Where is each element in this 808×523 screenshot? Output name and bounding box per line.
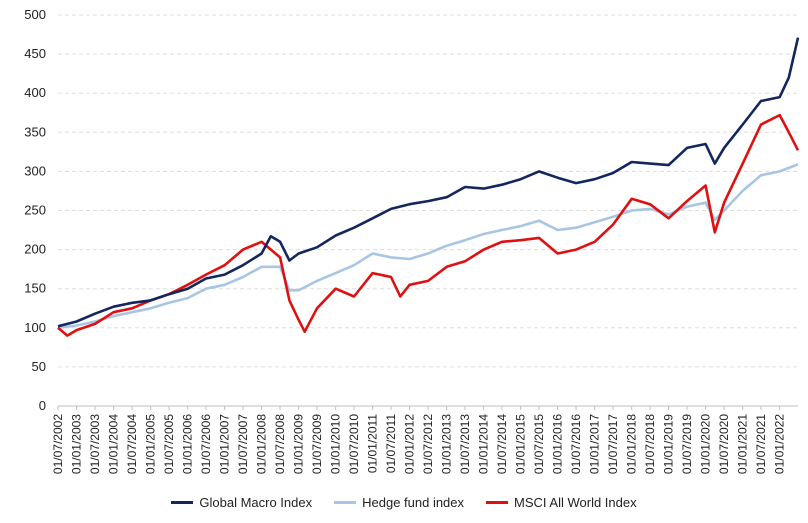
x-tick-label: 01/07/2009 <box>310 414 324 474</box>
x-tick-label: 01/01/2004 <box>107 414 121 474</box>
y-tick-label: 50 <box>32 359 46 374</box>
x-tick-label: 01/01/2005 <box>144 414 158 474</box>
y-tick-label: 0 <box>39 398 46 413</box>
series-lines <box>57 37 800 337</box>
x-tick-label: 01/01/2014 <box>477 414 491 474</box>
series-line-msci <box>57 113 800 337</box>
y-tick-label: 200 <box>24 242 46 257</box>
x-tick-label: 01/07/2004 <box>125 414 139 474</box>
grid-lines <box>58 14 798 368</box>
x-tick-label: 01/07/2021 <box>754 414 768 474</box>
x-tick-label: 01/01/2007 <box>218 414 232 474</box>
x-tick-label: 01/07/2017 <box>606 414 620 474</box>
x-tick-label: 01/07/2019 <box>680 414 694 474</box>
x-tick-label: 01/07/2002 <box>51 414 65 474</box>
x-tick-label: 01/07/2003 <box>88 414 102 474</box>
y-tick-label: 450 <box>24 46 46 61</box>
x-tick-label: 01/01/2021 <box>736 414 750 474</box>
x-tick-label: 01/07/2012 <box>421 414 435 474</box>
legend-label-msci: MSCI All World Index <box>514 495 637 510</box>
legend-label-global-macro: Global Macro Index <box>199 495 313 510</box>
x-tick-label: 01/01/2018 <box>625 414 639 474</box>
x-tick-label: 01/07/2018 <box>643 414 657 474</box>
y-tick-label: 100 <box>24 320 46 335</box>
x-tick-label: 01/01/2006 <box>181 414 195 474</box>
y-tick-label: 500 <box>24 7 46 22</box>
x-tick-label: 01/01/2016 <box>551 414 565 474</box>
x-tick-label: 01/07/2007 <box>236 414 250 474</box>
y-tick-label: 250 <box>24 203 46 218</box>
x-tick-label: 01/07/2011 <box>384 414 398 473</box>
x-tick-label: 01/07/2014 <box>495 414 509 474</box>
x-tick-label: 01/07/2005 <box>162 414 176 474</box>
y-tick-label: 150 <box>24 281 46 296</box>
x-tick-label: 01/01/2003 <box>70 414 84 474</box>
x-tick-label: 01/01/2008 <box>255 414 269 474</box>
legend-swatch-msci <box>486 501 509 504</box>
legend-label-hedge-fund: Hedge fund index <box>362 495 465 510</box>
legend-item-global-macro: Global Macro Index <box>171 495 312 510</box>
series-line-hedge-fund <box>57 163 799 330</box>
legend-item-hedge-fund: Hedge fund index <box>334 495 464 510</box>
x-tick-label: 01/07/2010 <box>347 414 361 474</box>
x-tick-label: 01/01/2022 <box>773 414 787 474</box>
legend: Global Macro Index Hedge fund index MSCI… <box>0 495 808 510</box>
x-tick-label: 01/01/2011 <box>366 414 380 473</box>
x-axis-ticks: 01/07/2002 01/01/2003 01/07/2003 01/01/2004… <box>51 406 787 474</box>
x-tick-label: 01/01/2009 <box>292 414 306 474</box>
legend-item-msci: MSCI All World Index <box>486 495 637 510</box>
y-tick-label: 400 <box>24 85 46 100</box>
x-tick-label: 01/07/2020 <box>717 414 731 474</box>
legend-swatch-global-macro <box>171 501 194 504</box>
x-tick-label: 01/07/2016 <box>569 414 583 474</box>
y-axis-ticks: 0 50 100 150 200 250 300 350 400 450 500 <box>24 7 46 413</box>
x-tick-label: 01/07/2008 <box>273 414 287 474</box>
x-tick-label: 01/01/2010 <box>329 414 343 474</box>
x-tick-label: 01/01/2015 <box>514 414 528 474</box>
x-tick-label: 01/01/2020 <box>699 414 713 474</box>
x-tick-label: 01/07/2006 <box>199 414 213 474</box>
x-tick-label: 01/07/2015 <box>532 414 546 474</box>
x-tick-label: 01/01/2019 <box>662 414 676 474</box>
legend-swatch-hedge-fund <box>334 501 357 504</box>
x-tick-label: 01/01/2013 <box>440 414 454 474</box>
series-line-global-macro <box>57 37 800 328</box>
x-tick-label: 01/07/2013 <box>458 414 472 474</box>
y-tick-label: 350 <box>24 124 46 139</box>
y-tick-label: 300 <box>24 163 46 178</box>
x-tick-label: 01/01/2017 <box>588 414 602 474</box>
x-tick-label: 01/01/2012 <box>403 414 417 474</box>
